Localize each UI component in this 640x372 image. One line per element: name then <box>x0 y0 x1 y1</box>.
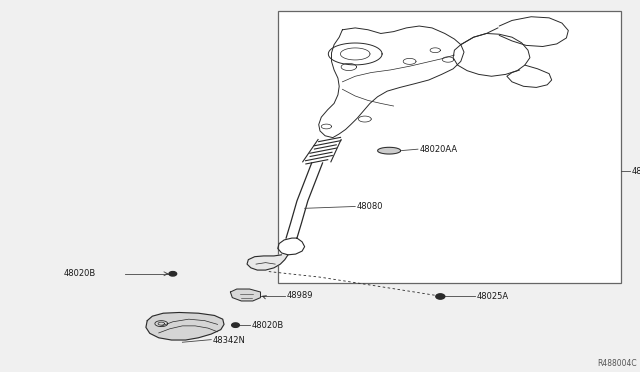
Text: 48025A: 48025A <box>477 292 509 301</box>
Text: 48810: 48810 <box>632 167 640 176</box>
Text: 48020B: 48020B <box>252 321 284 330</box>
Circle shape <box>169 272 177 276</box>
Polygon shape <box>378 147 401 154</box>
Polygon shape <box>247 255 288 270</box>
Text: 48020B: 48020B <box>64 269 96 278</box>
Circle shape <box>436 294 445 299</box>
Circle shape <box>436 294 444 299</box>
Text: 48020AA: 48020AA <box>420 145 458 154</box>
Circle shape <box>232 323 239 327</box>
Polygon shape <box>146 312 224 340</box>
Text: 48989: 48989 <box>287 291 313 300</box>
Text: R488004C: R488004C <box>597 359 637 368</box>
Text: 48080: 48080 <box>356 202 383 211</box>
Polygon shape <box>230 289 260 301</box>
Bar <box>278 11 621 283</box>
Text: 48342N: 48342N <box>213 336 246 345</box>
